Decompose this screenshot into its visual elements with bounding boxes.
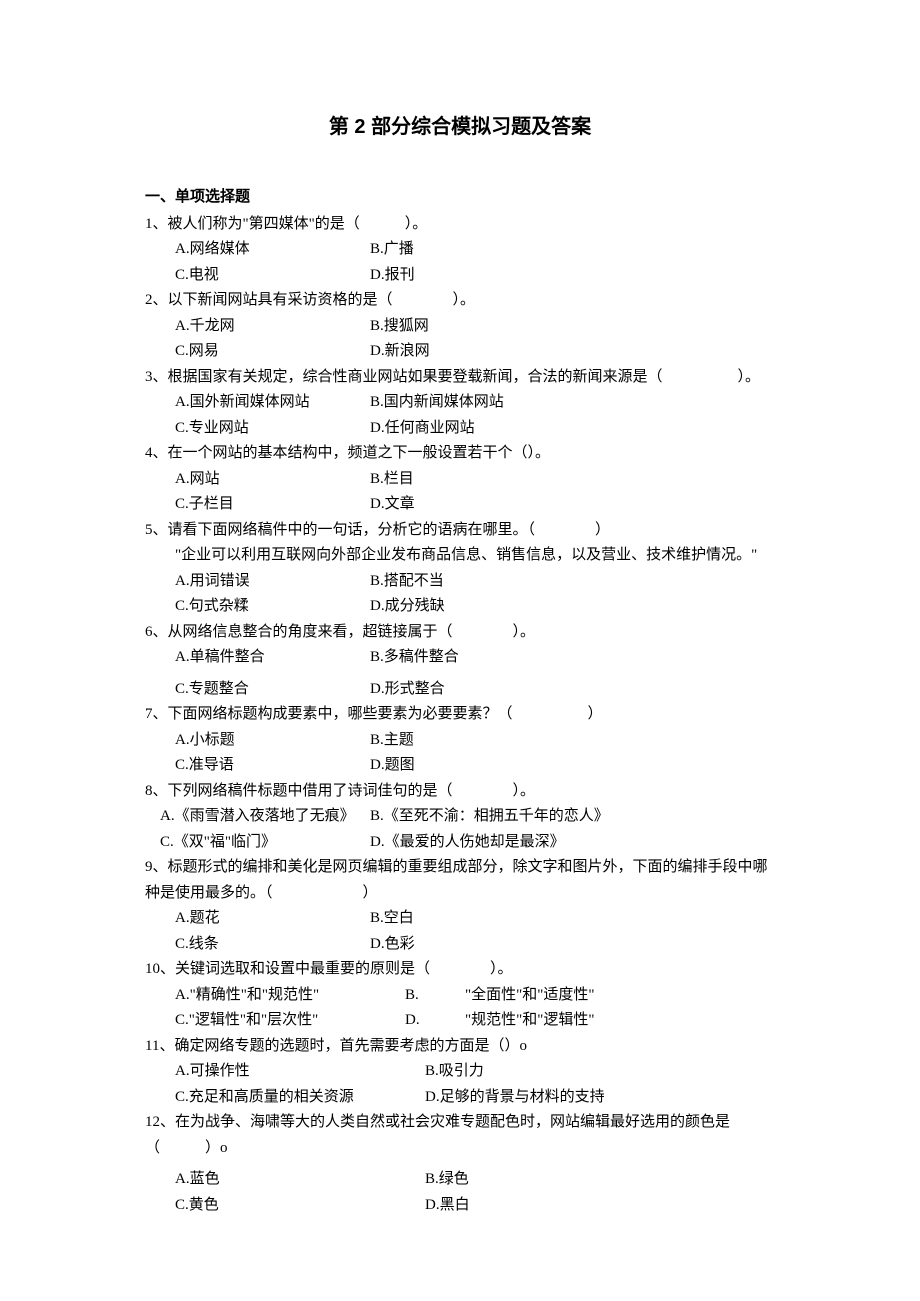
- question-5-sub: "企业可以利用互联网向外部企业发布商品信息、销售信息，以及营业、技术维护情况。": [145, 543, 775, 569]
- q10-option-a: A."精确性"和"规范性": [175, 983, 405, 1009]
- q5-option-a: A.用词错误: [175, 569, 370, 595]
- question-10: 10、关键词选取和设置中最重要的原则是（ ）。: [145, 957, 775, 983]
- q3-option-d: D.任何商业网站: [370, 416, 475, 442]
- q8-option-a: A.《雨雪潜入夜落地了无痕》: [160, 804, 370, 830]
- question-4: 4、在一个网站的基本结构中，频道之下一般设置若干个（）。: [145, 441, 775, 467]
- question-1: 1、被人们称为"第四媒体"的是（ ）。: [145, 212, 775, 238]
- q2-option-c: C.网易: [175, 339, 370, 365]
- q3-options-row1: A.国外新闻媒体网站 B.国内新闻媒体网站: [145, 390, 775, 416]
- q6-options-row2: C.专题整合 D.形式整合: [145, 677, 775, 703]
- q12-option-b: B.绿色: [425, 1167, 469, 1193]
- question-3: 3、根据国家有关规定，综合性商业网站如果要登载新闻，合法的新闻来源是（ ）。: [145, 365, 775, 391]
- q10-option-d-text: "规范性"和"逻辑性": [465, 1008, 595, 1034]
- q11-option-b: B.吸引力: [425, 1059, 484, 1085]
- q12-option-a: A.蓝色: [175, 1167, 425, 1193]
- q12-options-row1: A.蓝色 B.绿色: [145, 1167, 775, 1193]
- q11-options-row2: C.充足和高质量的相关资源 D.足够的背景与材料的支持: [145, 1085, 775, 1111]
- q9-option-d: D.色彩: [370, 932, 415, 958]
- q2-option-b: B.搜狐网: [370, 314, 429, 340]
- q4-option-a: A.网站: [175, 467, 370, 493]
- q1-option-b: B.广播: [370, 237, 414, 263]
- q1-option-c: C.电视: [175, 263, 370, 289]
- q4-options-row1: A.网站 B.栏目: [145, 467, 775, 493]
- q7-options-row2: C.准导语 D.题图: [145, 753, 775, 779]
- q5-options-row1: A.用词错误 B.搭配不当: [145, 569, 775, 595]
- q10-option-d-label: D.: [405, 1008, 465, 1034]
- q7-option-b: B.主题: [370, 728, 414, 754]
- q5-option-b: B.搭配不当: [370, 569, 444, 595]
- q9-option-a: A.题花: [175, 906, 370, 932]
- q9-option-c: C.线条: [175, 932, 370, 958]
- q6-option-a: A.单稿件整合: [175, 645, 370, 671]
- q11-option-d: D.足够的背景与材料的支持: [425, 1085, 605, 1111]
- q9-options-row1: A.题花 B.空白: [145, 906, 775, 932]
- question-6: 6、从网络信息整合的角度来看，超链接属于（ ）。: [145, 620, 775, 646]
- q7-options-row1: A.小标题 B.主题: [145, 728, 775, 754]
- q11-options-row1: A.可操作性 B.吸引力: [145, 1059, 775, 1085]
- q1-options-row1: A.网络媒体 B.广播: [145, 237, 775, 263]
- question-7: 7、下面网络标题构成要素中，哪些要素为必要要素？（ ）: [145, 702, 775, 728]
- q8-options-row1: A.《雨雪潜入夜落地了无痕》 B.《至死不渝：相拥五千年的恋人》: [145, 804, 775, 830]
- q3-option-a: A.国外新闻媒体网站: [175, 390, 370, 416]
- q10-options-row1: A."精确性"和"规范性" B. "全面性"和"适度性": [145, 983, 775, 1009]
- q6-options-row1: A.单稿件整合 B.多稿件整合: [145, 645, 775, 671]
- q10-option-c: C."逻辑性"和"层次性": [175, 1008, 405, 1034]
- q9-options-row2: C.线条 D.色彩: [145, 932, 775, 958]
- question-9: 9、标题形式的编排和美化是网页编辑的重要组成部分，除文字和图片外，下面的编排手段…: [145, 855, 775, 906]
- q4-option-c: C.子栏目: [175, 492, 370, 518]
- q2-options-row2: C.网易 D.新浪网: [145, 339, 775, 365]
- q12-options-row2: C.黄色 D.黑白: [145, 1193, 775, 1219]
- q7-option-c: C.准导语: [175, 753, 370, 779]
- q8-option-c: C.《双"福"临门》: [160, 830, 370, 856]
- question-12: 12、在为战争、海啸等大的人类自然或社会灾难专题配色时，网站编辑最好选用的颜色是…: [145, 1110, 775, 1161]
- q8-option-d: D.《最爱的人伤她却是最深》: [370, 830, 565, 856]
- question-8: 8、下列网络稿件标题中借用了诗词佳句的是（ ）。: [145, 779, 775, 805]
- q9-option-b: B.空白: [370, 906, 414, 932]
- q5-option-c: C.句式杂糅: [175, 594, 370, 620]
- q6-option-b: B.多稿件整合: [370, 645, 459, 671]
- q7-option-d: D.题图: [370, 753, 415, 779]
- q12-option-c: C.黄色: [175, 1193, 425, 1219]
- q11-option-a: A.可操作性: [175, 1059, 425, 1085]
- q10-option-b-label: B.: [405, 983, 465, 1009]
- q10-options-row2: C."逻辑性"和"层次性" D. "规范性"和"逻辑性": [145, 1008, 775, 1034]
- q11-option-c: C.充足和高质量的相关资源: [175, 1085, 425, 1111]
- q4-option-d: D.文章: [370, 492, 415, 518]
- q10-option-b-text: "全面性"和"适度性": [465, 983, 595, 1009]
- question-11: 11、确定网络专题的选题时，首先需要考虑的方面是（）o: [145, 1034, 775, 1060]
- q2-option-d: D.新浪网: [370, 339, 430, 365]
- q6-option-d: D.形式整合: [370, 677, 445, 703]
- q3-options-row2: C.专业网站 D.任何商业网站: [145, 416, 775, 442]
- q4-options-row2: C.子栏目 D.文章: [145, 492, 775, 518]
- q1-option-a: A.网络媒体: [175, 237, 370, 263]
- q12-option-d: D.黑白: [425, 1193, 470, 1219]
- q2-option-a: A.千龙网: [175, 314, 370, 340]
- q5-options-row2: C.句式杂糅 D.成分残缺: [145, 594, 775, 620]
- question-5: 5、请看下面网络稿件中的一句话，分析它的语病在哪里。（ ）: [145, 518, 775, 544]
- q3-option-b: B.国内新闻媒体网站: [370, 390, 504, 416]
- q3-option-c: C.专业网站: [175, 416, 370, 442]
- q1-option-d: D.报刊: [370, 263, 415, 289]
- q5-option-d: D.成分残缺: [370, 594, 445, 620]
- q6-option-c: C.专题整合: [175, 677, 370, 703]
- q1-options-row2: C.电视 D.报刊: [145, 263, 775, 289]
- section-header: 一、单项选择题: [145, 184, 775, 210]
- page-title: 第 2 部分综合模拟习题及答案: [145, 110, 775, 144]
- q8-options-row2: C.《双"福"临门》 D.《最爱的人伤她却是最深》: [145, 830, 775, 856]
- q2-options-row1: A.千龙网 B.搜狐网: [145, 314, 775, 340]
- q8-option-b: B.《至死不渝：相拥五千年的恋人》: [370, 804, 609, 830]
- q7-option-a: A.小标题: [175, 728, 370, 754]
- question-2: 2、以下新闻网站具有采访资格的是（ ）。: [145, 288, 775, 314]
- q4-option-b: B.栏目: [370, 467, 414, 493]
